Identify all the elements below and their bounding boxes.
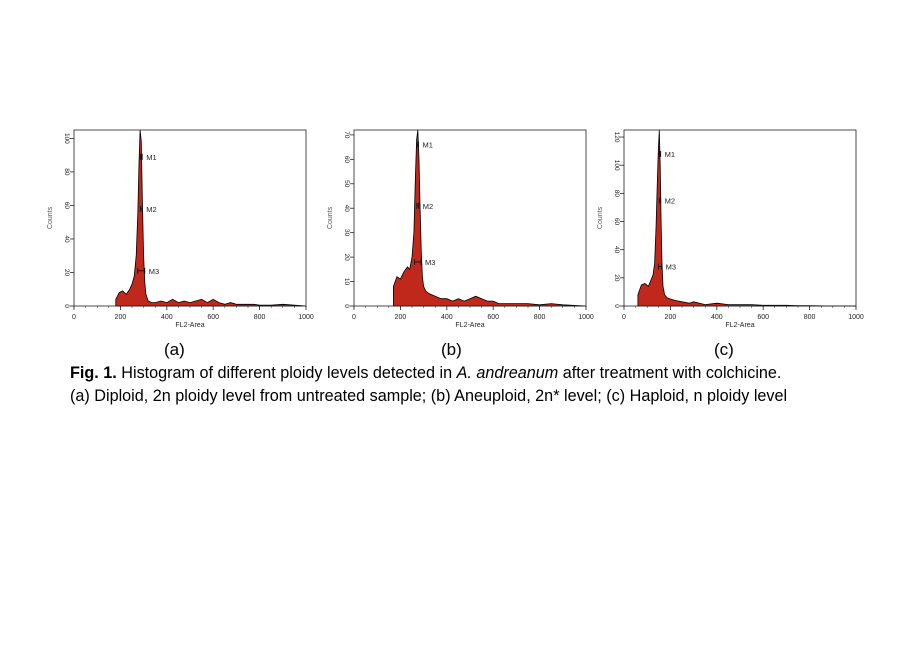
x-tick-label: 800 xyxy=(804,314,816,321)
y-tick-label: 40 xyxy=(613,246,620,254)
y-tick-label: 0 xyxy=(343,304,350,308)
histogram-area xyxy=(115,129,307,307)
x-tick-label: 1000 xyxy=(298,314,314,321)
histogram-area xyxy=(637,129,856,307)
x-tick-label: 600 xyxy=(757,314,769,321)
y-axis-label: Counts xyxy=(597,206,604,229)
x-tick-label: 1000 xyxy=(578,314,594,321)
x-tick-label: 400 xyxy=(441,314,453,321)
x-tick-label: 400 xyxy=(161,314,173,321)
panel-label-a: (a) xyxy=(164,340,185,359)
y-tick-label: 0 xyxy=(613,304,620,308)
caption-text-2: after treatment with colchicine. xyxy=(558,364,782,382)
caption-species: A. andreanum xyxy=(456,364,559,382)
y-tick-label: 100 xyxy=(613,160,620,171)
histogram-panel-a: 0 200 400 600 800 1000 0 20 40 60 80 100 FL2-Area Cou… xyxy=(40,122,314,334)
y-tick-label: 120 xyxy=(613,132,620,143)
x-tick-label: 200 xyxy=(665,314,677,321)
caption-line-1: Fig. 1. Histogram of different ploidy le… xyxy=(70,362,870,385)
y-tick-label: 60 xyxy=(343,156,350,164)
y-tick-label: 80 xyxy=(613,190,620,198)
y-tick-label: 10 xyxy=(343,278,350,286)
plot-frame xyxy=(73,129,307,307)
histogram-c-svg: 0 200 400 600 800 1000 0 20 40 60 80 100 120 FL2-Area… xyxy=(597,129,864,329)
marker-label: M1 xyxy=(665,150,675,159)
plot-frame xyxy=(353,129,587,307)
x-axis-label: FL2-Area xyxy=(175,322,204,329)
marker-label: M3 xyxy=(666,263,676,272)
x-tick-label: 0 xyxy=(352,314,356,321)
marker-label: M2 xyxy=(423,202,433,211)
histogram-b-svg: 0 200 400 600 800 1000 0 10 20 30 40 50 60 70 FL2-Area… xyxy=(327,129,594,329)
histogram-area xyxy=(392,129,587,307)
y-tick-label: 60 xyxy=(63,202,70,210)
y-tick-label: 20 xyxy=(343,253,350,261)
x-tick-label: 600 xyxy=(207,314,219,321)
y-tick-label: 20 xyxy=(613,274,620,282)
panel-label-b: (b) xyxy=(441,340,462,359)
marker-label: M1 xyxy=(146,153,156,162)
y-tick-label: 50 xyxy=(343,180,350,188)
y-axis-label: Counts xyxy=(327,206,334,229)
x-tick-label: 0 xyxy=(622,314,626,321)
x-tick-label: 800 xyxy=(534,314,546,321)
marker-label: M2 xyxy=(146,205,156,214)
marker-label: M1 xyxy=(422,141,432,150)
y-tick-label: 40 xyxy=(343,205,350,213)
marker-label: M3 xyxy=(425,258,435,267)
caption-lead: Fig. 1. xyxy=(70,364,117,382)
y-tick-label: 80 xyxy=(63,168,70,176)
x-tick-label: 200 xyxy=(115,314,127,321)
y-tick-label: 0 xyxy=(63,304,70,308)
panel-label-c: (c) xyxy=(714,340,734,359)
x-tick-label: 400 xyxy=(711,314,723,321)
y-tick-label: 30 xyxy=(343,229,350,237)
y-tick-label: 70 xyxy=(343,131,350,139)
marker-label: M3 xyxy=(149,267,159,276)
x-axis-label: FL2-Area xyxy=(455,322,484,329)
x-axis-label: FL2-Area xyxy=(725,322,754,329)
caption-text-1: Histogram of different ploidy levels det… xyxy=(116,364,457,382)
y-tick-label: 20 xyxy=(63,269,70,277)
figure-caption: Fig. 1. Histogram of different ploidy le… xyxy=(70,362,870,408)
caption-line-2: (a) Diploid, 2n ploidy level from untrea… xyxy=(70,387,788,405)
x-tick-label: 800 xyxy=(254,314,266,321)
x-tick-label: 1000 xyxy=(848,314,864,321)
histogram-a-svg: 0 200 400 600 800 1000 0 20 40 60 80 100 FL2-Area Cou… xyxy=(47,129,314,329)
x-tick-label: 0 xyxy=(72,314,76,321)
y-tick-label: 100 xyxy=(63,133,70,144)
y-tick-label: 40 xyxy=(63,235,70,243)
x-tick-label: 600 xyxy=(487,314,499,321)
x-tick-label: 200 xyxy=(395,314,407,321)
histogram-panel-c: 0 200 400 600 800 1000 0 20 40 60 80 100 120 FL2-Area… xyxy=(590,122,864,334)
histogram-panel-b: 0 200 400 600 800 1000 0 10 20 30 40 50 60 70 FL2-Area… xyxy=(320,122,594,334)
y-tick-label: 60 xyxy=(613,218,620,226)
y-axis-label: Counts xyxy=(47,206,54,229)
marker-label: M2 xyxy=(665,196,675,205)
